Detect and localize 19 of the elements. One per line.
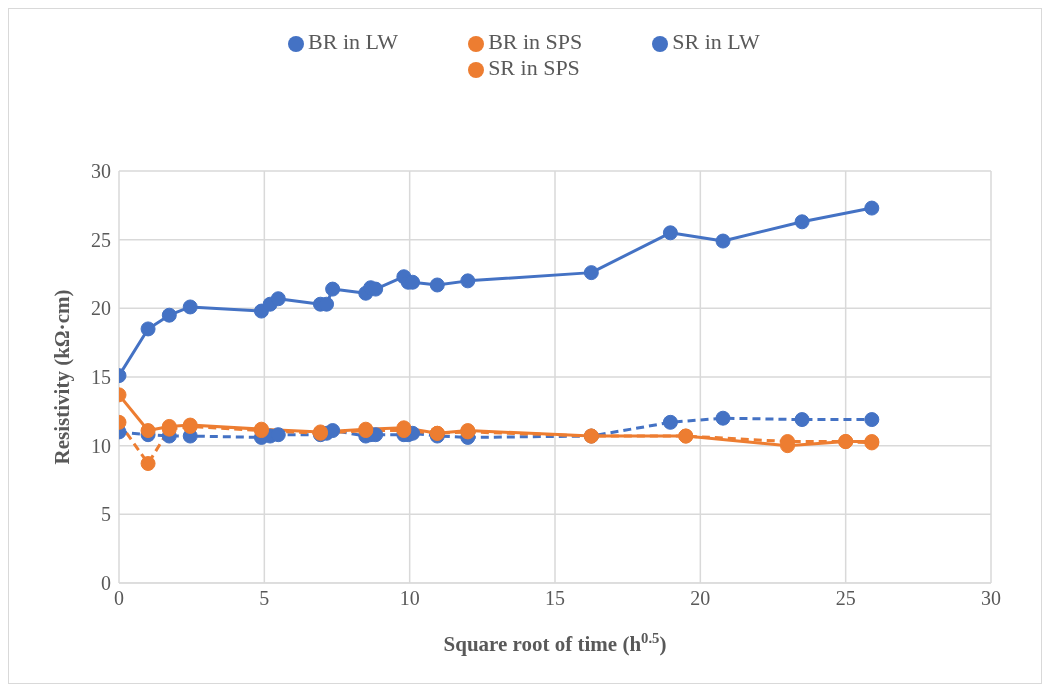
x-tick-label: 20 xyxy=(690,587,711,610)
legend-label: BR in SPS xyxy=(488,29,583,54)
y-tick-label: 20 xyxy=(91,297,111,320)
legend-label: SR in SPS xyxy=(488,55,580,80)
x-tick-label: 30 xyxy=(981,587,1001,610)
y-tick-label: 0 xyxy=(101,572,111,595)
x-tick-label: 5 xyxy=(259,587,270,610)
x-tick-label: 25 xyxy=(835,587,856,610)
legend-label: BR in LW xyxy=(308,29,399,54)
y-axis-title: Resistivity (kΩ·cm) xyxy=(50,289,74,465)
y-tick-label: 10 xyxy=(91,434,111,457)
x-tick-label: 10 xyxy=(399,587,420,610)
legend-label: SR in LW xyxy=(672,29,760,54)
x-axis-title: Square root of time (h$^{0.5}$) xyxy=(443,630,667,656)
y-tick-label: 30 xyxy=(91,160,111,183)
y-tick-label: 15 xyxy=(91,366,111,389)
x-tick-label: 15 xyxy=(545,587,565,610)
y-tick-label: 25 xyxy=(91,228,111,251)
y-tick-label: 5 xyxy=(101,503,111,526)
